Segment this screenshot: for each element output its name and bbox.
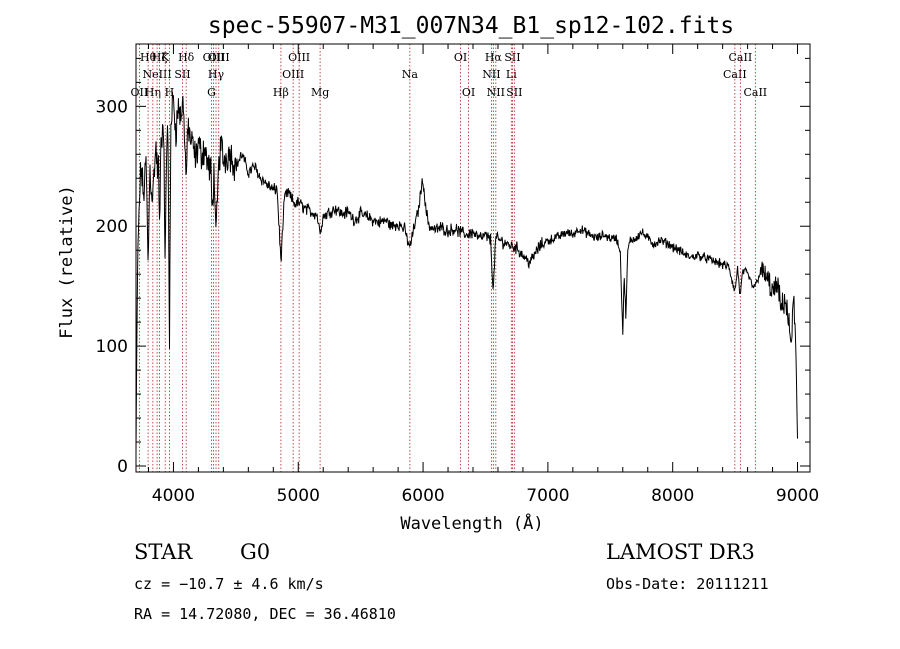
marker-label: Na xyxy=(402,68,419,81)
marker-label: Li xyxy=(506,68,517,81)
marker-label: NII xyxy=(487,86,505,99)
x-axis-label: Wavelength (Å) xyxy=(400,512,543,534)
x-tick-label: 7000 xyxy=(526,486,569,506)
marker-label: SII xyxy=(506,86,522,99)
x-tick-label: 4000 xyxy=(152,486,195,506)
y-axis-label: Flux (relative) xyxy=(57,185,77,339)
marker-label: Hγ xyxy=(208,68,225,81)
marker-label: OIII xyxy=(288,51,310,64)
marker-label: SII xyxy=(174,68,190,81)
marker-label: Hα xyxy=(485,51,503,64)
spectrum-line xyxy=(135,91,798,454)
coordinates: RA = 14.72080, DEC = 36.46810 xyxy=(134,605,396,623)
axis-ticks: 4000 5000 6000 7000 8000 9000 0 100 200 300 xyxy=(96,44,819,506)
marker-label: OIII xyxy=(203,51,225,64)
marker-label: OII xyxy=(131,86,149,99)
marker-label: CaII xyxy=(743,86,767,99)
marker-label: Hθ xyxy=(140,51,157,64)
y-tick-label: 100 xyxy=(96,337,128,357)
x-tick-label: 9000 xyxy=(776,486,819,506)
marker-label: OI xyxy=(462,86,475,99)
marker-label: Mg xyxy=(311,86,329,99)
marker-label: H xyxy=(165,86,175,99)
marker-label: NeIII xyxy=(143,68,172,81)
y-tick-label: 200 xyxy=(96,217,128,237)
x-tick-label: 6000 xyxy=(401,486,444,506)
marker-label: OIII xyxy=(208,51,230,64)
marker-label: OIII xyxy=(282,68,304,81)
marker-label: Hζ xyxy=(152,51,168,64)
marker-label: G xyxy=(207,86,216,99)
object-class: STAR xyxy=(134,540,193,564)
line-markers: OIIHθHηNeIIIHζKHHδSIIOIIIGHγOIIIHβOIIIOI… xyxy=(131,44,767,472)
marker-label: Hβ xyxy=(273,86,289,99)
y-tick-label: 300 xyxy=(96,97,128,117)
marker-label: K xyxy=(161,51,170,64)
x-tick-label: 8000 xyxy=(651,486,694,506)
marker-label: NII xyxy=(482,68,500,81)
marker-label: Hδ xyxy=(178,51,195,64)
spectral-subclass: G0 xyxy=(240,540,270,564)
plot-frame xyxy=(135,43,811,473)
marker-label: CaII xyxy=(723,68,747,81)
chart-title: spec-55907-M31_007N34_B1_sp12-102.fits xyxy=(208,13,734,39)
y-tick-label: 0 xyxy=(117,457,128,477)
marker-label: OI xyxy=(454,51,467,64)
spectrum-series xyxy=(135,91,798,454)
x-tick-label: 5000 xyxy=(277,486,320,506)
marker-label: Hη xyxy=(145,86,161,99)
marker-label: CaII xyxy=(729,51,753,64)
redshift-velocity: cz = −10.7 ± 4.6 km/s xyxy=(134,575,324,593)
observation-date: Obs-Date: 20111211 xyxy=(606,575,769,593)
marker-label: SII xyxy=(504,51,520,64)
survey-name: LAMOST DR3 xyxy=(606,540,755,564)
